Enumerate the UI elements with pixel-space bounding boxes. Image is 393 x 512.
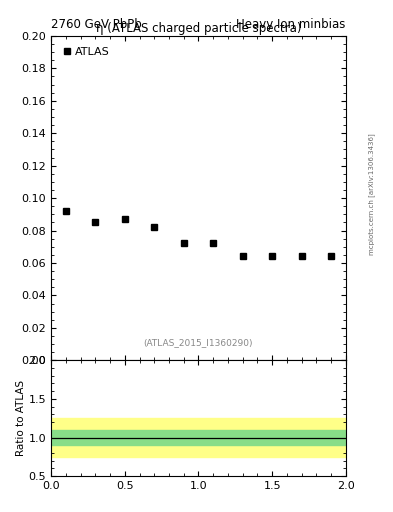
Title: η (ATLAS charged particle spectra): η (ATLAS charged particle spectra): [96, 22, 301, 35]
Text: mcplots.cern.ch [arXiv:1306.3436]: mcplots.cern.ch [arXiv:1306.3436]: [368, 134, 375, 255]
Text: (ATLAS_2015_I1360290): (ATLAS_2015_I1360290): [144, 338, 253, 347]
ATLAS: [270, 253, 275, 260]
Y-axis label: Ratio to ATLAS: Ratio to ATLAS: [16, 380, 26, 456]
ATLAS: [241, 253, 245, 260]
ATLAS: [152, 224, 156, 230]
ATLAS: [329, 253, 333, 260]
Line: ATLAS: ATLAS: [63, 208, 334, 260]
Text: Heavy Ion minbias: Heavy Ion minbias: [237, 18, 346, 31]
Text: 2760 GeV PbPb: 2760 GeV PbPb: [51, 18, 142, 31]
Bar: [51, 430, 346, 445]
ATLAS: [123, 216, 127, 222]
ATLAS: [299, 253, 304, 260]
ATLAS: [182, 241, 186, 247]
ATLAS: [211, 241, 216, 247]
ATLAS: [64, 208, 68, 214]
ATLAS: [93, 219, 98, 225]
Bar: [51, 418, 346, 457]
Legend: ATLAS: ATLAS: [57, 41, 115, 62]
